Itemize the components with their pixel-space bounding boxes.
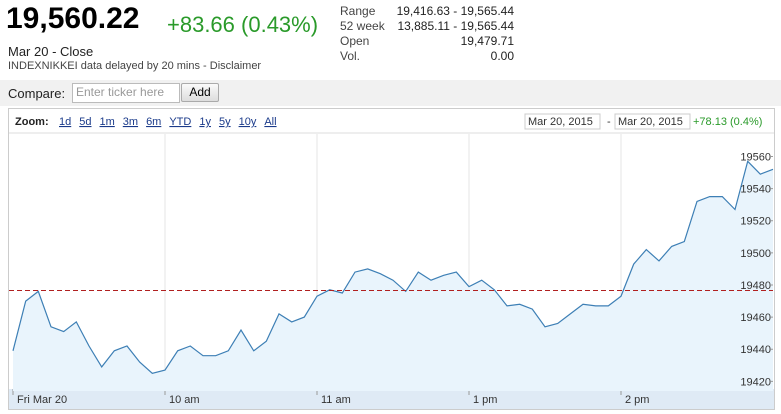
compare-input[interactable]: Enter ticker here [72, 83, 180, 103]
zoom-option[interactable]: All [264, 116, 276, 128]
x-tick-label: 10 am [169, 394, 200, 406]
stat-label: Range [340, 4, 376, 18]
stat-label: Vol. [340, 49, 361, 63]
range-change: +78.13 (0.4%) [693, 116, 762, 128]
zoom-option[interactable]: 3m [123, 116, 138, 128]
date-separator: - [607, 116, 611, 128]
date-box[interactable] [524, 113, 601, 130]
y-tick-label: 19480 [740, 280, 771, 292]
zoom-label: Zoom: [15, 116, 49, 128]
chart: Zoom: Mar 20, 2015 - Mar 20, 2015 +78.13… [9, 109, 774, 409]
y-tick-label: 19560 [740, 151, 771, 163]
compare-label: Compare: [8, 86, 66, 101]
chart-box: Zoom: Mar 20, 2015 - Mar 20, 2015 +78.13… [8, 108, 775, 410]
zoom-option[interactable]: 5y [219, 116, 231, 128]
x-tick-label: 11 am [321, 394, 351, 406]
price-line [12, 160, 774, 374]
zoom-option[interactable]: 10y [239, 116, 257, 128]
stat-value: 0.00 [490, 49, 514, 63]
zoom-option[interactable]: YTD [169, 116, 191, 128]
price: 19,560.22 [6, 2, 140, 35]
date-to[interactable]: Mar 20, 2015 [618, 116, 683, 128]
x-tick-label: 1 pm [473, 394, 497, 406]
y-tick-label: 19420 [740, 376, 771, 388]
stat-label: Open [340, 34, 370, 48]
x-axis-band [9, 389, 774, 409]
zoom-option[interactable]: 1m [100, 116, 115, 128]
zoom-option[interactable]: 6m [146, 116, 161, 128]
price-change: +83.66 (0.43%) [167, 12, 319, 37]
area [13, 161, 773, 391]
y-tick-label: 19500 [740, 248, 771, 260]
close-date: Mar 20 - Close [8, 44, 94, 59]
y-tick-label: 19540 [740, 184, 771, 196]
date-box[interactable] [614, 113, 691, 130]
stat-value: 13,885.11 - 19,565.44 [397, 19, 514, 33]
x-tick-label: 2 pm [625, 394, 649, 406]
zoom-option[interactable]: 5d [79, 116, 91, 128]
zoom-option[interactable]: 1d [59, 116, 71, 128]
add-button[interactable]: Add [181, 83, 219, 102]
zoom-option[interactable]: 1y [199, 116, 211, 128]
data-source[interactable]: INDEXNIKKEI data delayed by 20 mins - Di… [8, 60, 262, 72]
date-from[interactable]: Mar 20, 2015 [528, 116, 593, 128]
stat-value: 19,479.71 [460, 34, 514, 48]
y-tick-label: 19440 [740, 344, 771, 356]
y-tick-label: 19460 [740, 312, 771, 324]
x-tick-label: Fri Mar 20 [17, 394, 67, 406]
y-tick-label: 19520 [740, 216, 771, 228]
stat-label: 52 week [340, 19, 385, 33]
stat-value: 19,416.63 - 19,565.44 [396, 4, 514, 18]
